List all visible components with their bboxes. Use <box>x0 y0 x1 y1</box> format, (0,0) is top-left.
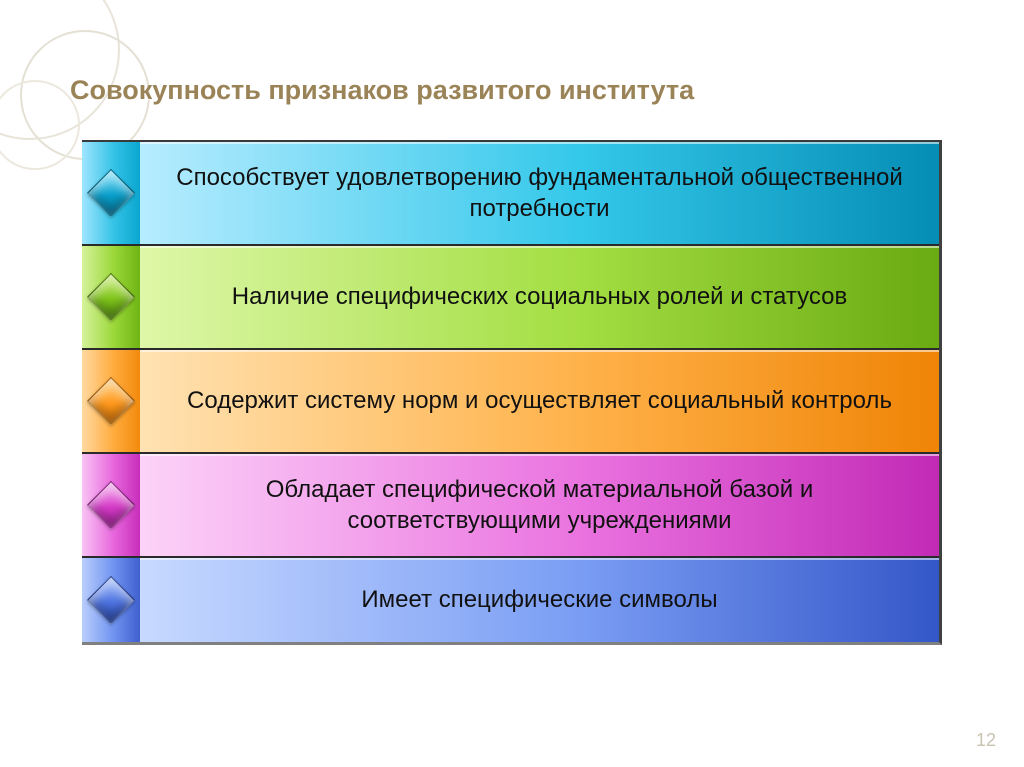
diamond-well <box>82 558 140 642</box>
diamond-well <box>82 246 140 348</box>
feature-row: Обладает специфической материальной базо… <box>82 454 939 558</box>
diamond-icon <box>87 481 135 529</box>
diamond-icon <box>87 169 135 217</box>
feature-row: Содержит систему норм и осуществляет соц… <box>82 350 939 454</box>
diamond-well <box>82 350 140 452</box>
feature-row: Имеет специфические символы <box>82 558 939 642</box>
feature-text: Способствует удовлетворению фундаменталь… <box>140 142 939 244</box>
feature-row: Способствует удовлетворению фундаменталь… <box>82 142 939 246</box>
feature-text: Обладает специфической материальной базо… <box>140 454 939 556</box>
feature-stack: Способствует удовлетворению фундаменталь… <box>82 140 942 645</box>
feature-text: Имеет специфические символы <box>140 558 939 642</box>
diamond-icon <box>87 273 135 321</box>
diamond-icon <box>87 576 135 624</box>
page-number: 12 <box>976 730 996 751</box>
diamond-icon <box>87 377 135 425</box>
feature-row: Наличие специфических социальных ролей и… <box>82 246 939 350</box>
page-title: Совокупность признаков развитого институ… <box>70 75 694 106</box>
diamond-well <box>82 454 140 556</box>
feature-text: Наличие специфических социальных ролей и… <box>140 246 939 348</box>
diamond-well <box>82 142 140 244</box>
feature-text: Содержит систему норм и осуществляет соц… <box>140 350 939 452</box>
